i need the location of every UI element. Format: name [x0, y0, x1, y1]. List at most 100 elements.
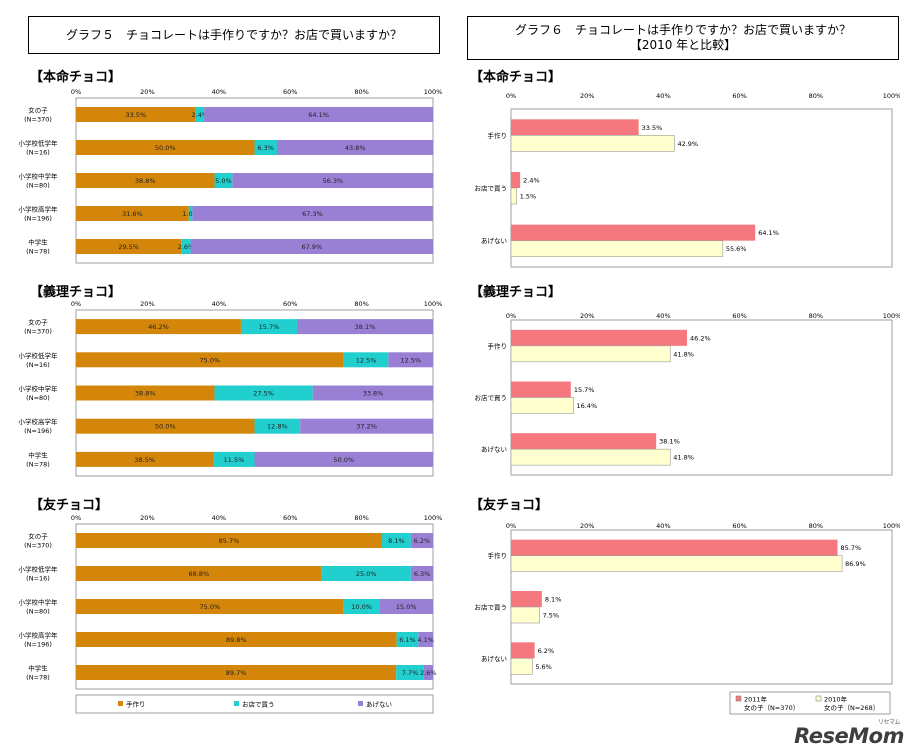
x-tick-label: 40% — [212, 300, 226, 308]
x-tick-label: 80% — [809, 92, 823, 100]
bar-segment — [396, 665, 424, 680]
data-label: 41.8% — [673, 454, 694, 462]
legend-swatch — [735, 695, 742, 702]
resemom-logo: リセマム ReseMom — [794, 719, 904, 748]
data-label: 12.8% — [267, 423, 288, 431]
bar — [510, 240, 724, 257]
bar-segment — [76, 385, 215, 401]
category-n-label: (N=78) — [26, 460, 50, 468]
bar-segment — [381, 533, 411, 548]
data-label: 2.6% — [178, 243, 195, 251]
data-label: 38.1% — [659, 438, 680, 446]
bar — [510, 135, 675, 152]
category-label: 女の子 — [28, 532, 48, 541]
data-label: 85.7% — [219, 537, 240, 545]
category-n-label: (N=16) — [26, 575, 50, 583]
category-label: お店で買う — [475, 184, 508, 193]
bar-segment — [192, 206, 433, 221]
bar-segment — [76, 352, 344, 368]
legend-swatch — [234, 701, 239, 706]
bar-segment — [423, 665, 433, 680]
section-label-honmei-right: 【本命チョコ】 — [470, 70, 562, 85]
bar-segment — [76, 173, 215, 188]
x-tick-label: 20% — [140, 88, 154, 96]
data-label: 33.8% — [363, 390, 384, 398]
x-tick-label: 60% — [732, 92, 746, 100]
category-label: 小学校低学年 — [19, 351, 59, 360]
data-label: 1.0% — [182, 210, 199, 218]
category-label: 小学校中学年 — [19, 384, 59, 393]
data-label: 4.1% — [417, 636, 434, 644]
bar-segment — [312, 385, 434, 401]
data-label: 15.0% — [396, 603, 417, 611]
category-label: 手作り — [488, 341, 508, 350]
graph5-title-text: グラフ５ チョコレートは手作りですか？お店で買いますか？ — [65, 27, 402, 42]
data-label: 12.5% — [356, 356, 377, 364]
x-tick-label: 0% — [506, 312, 516, 320]
bar-segment — [388, 352, 433, 368]
legend-swatch — [815, 695, 822, 702]
data-label: 38.5% — [134, 456, 155, 464]
data-label: 55.6% — [726, 245, 747, 253]
category-n-label: (N=78) — [26, 248, 50, 256]
category-n-label: (N=80) — [26, 182, 50, 190]
x-tick-label: 20% — [580, 522, 594, 530]
category-label: 手作り — [488, 551, 508, 560]
data-label: 6.3% — [414, 570, 431, 578]
x-tick-label: 100% — [883, 92, 900, 100]
category-n-label: (N=370) — [24, 542, 52, 550]
data-label: 46.2% — [148, 323, 169, 331]
bar — [511, 591, 542, 607]
bar-segment — [190, 239, 433, 254]
category-n-label: (N=16) — [26, 361, 50, 369]
data-label: 67.3% — [302, 210, 323, 218]
data-label: 42.9% — [677, 140, 698, 148]
chart-tomo-stacked: 0% 20% 40% 60% 80% 100% 女の子(N=370) 85.7% 8.1% 6.2… — [19, 514, 443, 714]
x-tick-label: 40% — [656, 312, 670, 320]
data-label: 89.8% — [226, 636, 247, 644]
data-label: 85.7% — [841, 544, 862, 552]
data-label: 43.8% — [345, 144, 366, 152]
category-label: 中学生 — [28, 238, 48, 247]
x-tick-label: 100% — [424, 88, 443, 96]
bar-segment — [321, 566, 411, 581]
x-tick-label: 100% — [883, 312, 900, 320]
bar-segment — [204, 107, 433, 122]
category-label: あげない — [481, 654, 507, 663]
data-label: 27.5% — [253, 390, 274, 398]
graph6-title: グラフ６ チョコレートは手作りですか？お店で買いますか？ 【2010 年と比較】 — [467, 16, 899, 60]
data-label: 50.0% — [155, 423, 176, 431]
data-label: 38.8% — [135, 177, 156, 185]
x-tick-label: 60% — [283, 300, 297, 308]
data-label: 6.2% — [538, 647, 555, 655]
category-label: 小学校低学年 — [19, 565, 59, 574]
category-n-label: (N=196) — [24, 215, 52, 223]
bar-segment — [76, 319, 241, 335]
data-label: 10.0% — [351, 603, 372, 611]
x-tick-label: 60% — [283, 88, 297, 96]
data-label: 1.5% — [520, 193, 537, 201]
data-label: 67.9% — [301, 243, 322, 251]
bar-segment — [76, 665, 397, 680]
legend-label: あげない — [366, 700, 392, 709]
bar-segment — [396, 632, 419, 647]
data-label: 29.5% — [118, 243, 139, 251]
data-label: 86.9% — [845, 560, 866, 568]
data-label: 38.8% — [135, 390, 156, 398]
x-tick-label: 100% — [424, 514, 443, 522]
data-label: 89.7% — [226, 669, 247, 677]
data-label: 25.0% — [356, 570, 377, 578]
bar — [511, 119, 639, 136]
data-label: 12.5% — [400, 356, 421, 364]
section-label-honmei-left: 【本命チョコ】 — [30, 70, 122, 85]
data-label: 75.0% — [200, 356, 221, 364]
legend-box — [75, 694, 434, 714]
bar — [510, 345, 671, 363]
data-label: 6.1% — [399, 636, 416, 644]
data-label: 64.1% — [308, 111, 329, 119]
data-label: 68.8% — [188, 570, 209, 578]
data-label: 7.7% — [402, 669, 419, 677]
bar-segment — [76, 451, 214, 467]
data-label: 11.5% — [224, 456, 245, 464]
category-label: 小学校高学年 — [19, 417, 59, 426]
